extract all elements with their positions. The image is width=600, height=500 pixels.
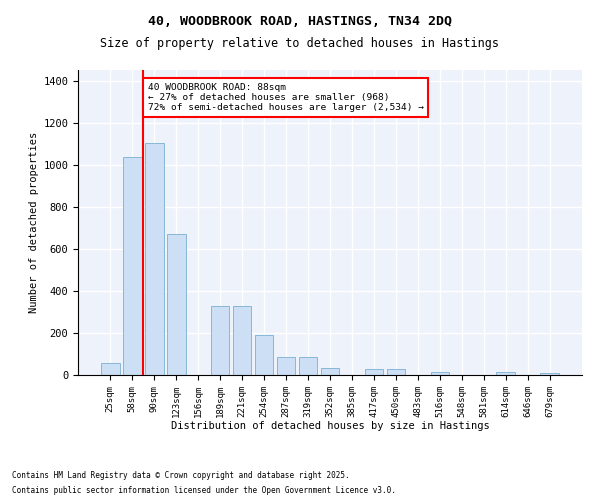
Text: 40 WOODBROOK ROAD: 88sqm
← 27% of detached houses are smaller (968)
72% of semi-: 40 WOODBROOK ROAD: 88sqm ← 27% of detach… <box>148 82 424 112</box>
Bar <box>233 306 251 375</box>
Bar <box>123 158 142 375</box>
Bar <box>386 368 405 375</box>
Text: Size of property relative to detached houses in Hastings: Size of property relative to detached ho… <box>101 38 499 51</box>
Bar <box>365 368 383 375</box>
Bar <box>145 142 164 375</box>
Bar <box>541 373 559 375</box>
Bar <box>496 372 515 375</box>
Text: Contains HM Land Registry data © Crown copyright and database right 2025.: Contains HM Land Registry data © Crown c… <box>12 471 350 480</box>
Bar <box>211 306 229 375</box>
Text: 40, WOODBROOK ROAD, HASTINGS, TN34 2DQ: 40, WOODBROOK ROAD, HASTINGS, TN34 2DQ <box>148 15 452 28</box>
Text: Contains public sector information licensed under the Open Government Licence v3: Contains public sector information licen… <box>12 486 396 495</box>
Bar <box>431 372 449 375</box>
Bar <box>277 357 295 375</box>
Bar <box>255 335 274 375</box>
Bar <box>167 234 185 375</box>
X-axis label: Distribution of detached houses by size in Hastings: Distribution of detached houses by size … <box>170 421 490 431</box>
Y-axis label: Number of detached properties: Number of detached properties <box>29 132 39 313</box>
Bar <box>101 364 119 375</box>
Bar <box>320 368 340 375</box>
Bar <box>299 357 317 375</box>
